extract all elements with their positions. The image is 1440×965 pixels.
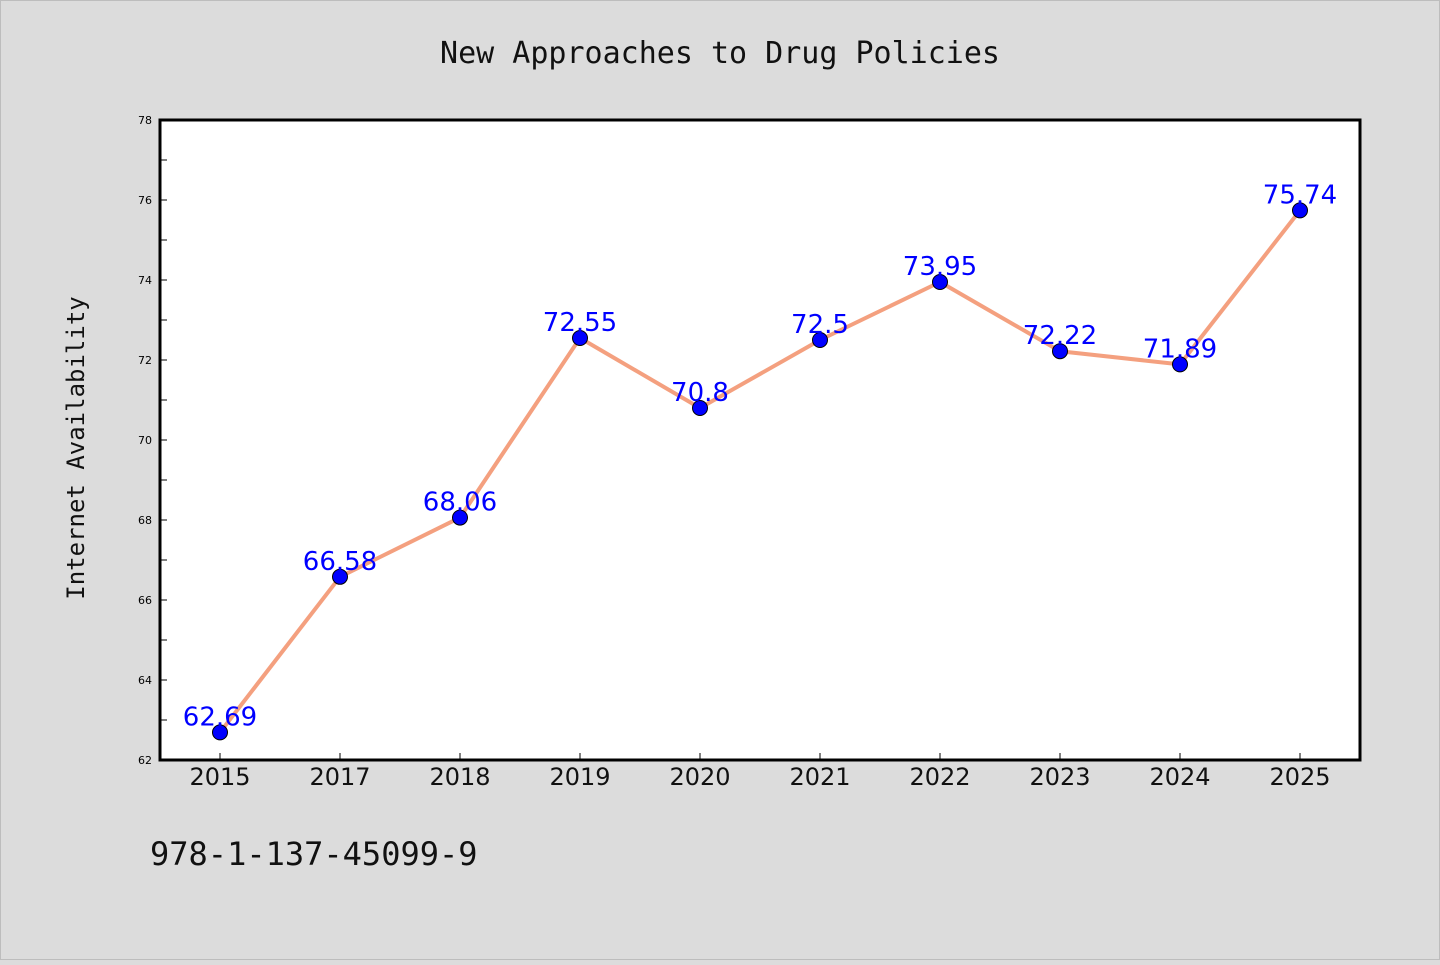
y-tick-label: 78 xyxy=(138,114,152,127)
series-group xyxy=(218,208,1302,735)
data-label: 75.74 xyxy=(1263,180,1337,210)
y-tick-label: 72 xyxy=(138,354,152,367)
y-tick-label: 70 xyxy=(138,434,152,447)
y-axis-ticks: 62 64 66 68 70 72 74 76 78 xyxy=(138,114,167,767)
data-point xyxy=(452,509,468,526)
data-label: 68.06 xyxy=(423,488,497,518)
y-tick-label: 76 xyxy=(138,194,152,207)
data-label: 73.95 xyxy=(903,252,977,282)
data-point xyxy=(692,400,708,416)
data-label: 62.69 xyxy=(183,702,257,732)
data-label: 71.89 xyxy=(1143,334,1217,364)
data-label: 66.58 xyxy=(303,547,377,577)
x-tick-label: 2021 xyxy=(789,763,850,791)
y-tick-label: 62 xyxy=(138,754,152,767)
x-tick-label: 2025 xyxy=(1269,763,1330,791)
data-point xyxy=(332,568,348,585)
data-point xyxy=(932,274,948,290)
x-axis-ticks: 2015 2017 2018 2019 2020 2021 2022 2023 2024 2025 xyxy=(189,753,1331,791)
x-tick-label: 2024 xyxy=(1149,763,1210,791)
y-tick-label: 66 xyxy=(138,594,152,607)
data-label: 72.22 xyxy=(1023,321,1097,351)
y-tick-label: 74 xyxy=(138,274,152,287)
data-label: 72.5 xyxy=(791,310,849,340)
y-tick-label: 64 xyxy=(138,674,152,687)
data-point xyxy=(1052,343,1068,360)
data-label: 72.55 xyxy=(543,308,617,338)
x-tick-label: 2020 xyxy=(669,763,730,791)
x-tick-label: 2019 xyxy=(549,763,610,791)
data-point xyxy=(572,330,588,346)
x-tick-label: 2022 xyxy=(909,763,970,791)
x-tick-label: 2023 xyxy=(1029,763,1090,791)
x-tick-label: 2015 xyxy=(189,763,250,791)
x-tick-label: 2017 xyxy=(309,763,370,791)
x-tick-label: 2018 xyxy=(429,763,490,791)
plot-area xyxy=(158,118,1362,762)
y-tick-label: 68 xyxy=(138,514,152,527)
chart-title: New Approaches to Drug Policies xyxy=(440,36,1000,71)
y-axis-label: Internet Availability xyxy=(62,296,90,599)
data-labels-group: 62.69 66.58 68.06 72.55 70.8 72.5 73.95 72.22 71… xyxy=(183,180,1337,732)
data-point xyxy=(1292,202,1308,219)
markers-group xyxy=(212,202,1308,741)
isbn-footer: 978-1-137-45099-9 xyxy=(150,835,478,873)
series-line xyxy=(218,208,1302,735)
data-point xyxy=(1172,356,1188,373)
data-point xyxy=(812,332,828,348)
data-label: 70.8 xyxy=(671,378,729,408)
data-point xyxy=(212,724,228,741)
